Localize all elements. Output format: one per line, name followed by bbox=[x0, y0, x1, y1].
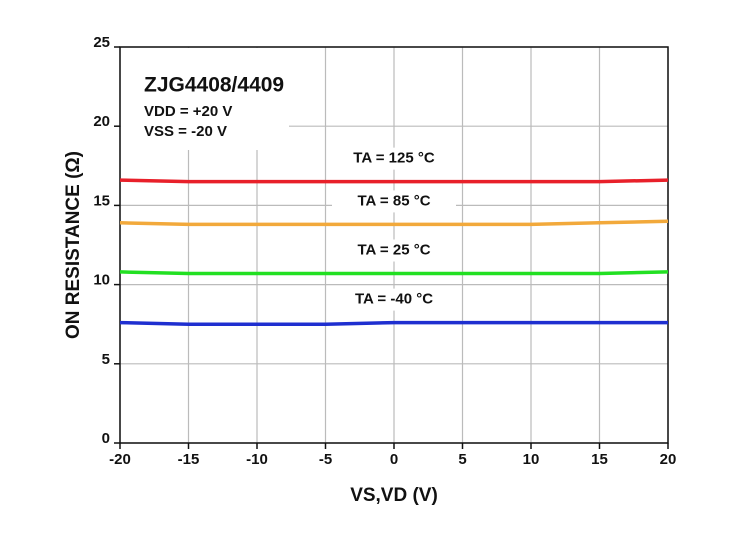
y-tick-label: 5 bbox=[102, 351, 110, 368]
y-tick-label: 25 bbox=[93, 34, 110, 51]
series-label: TA = 125 °C bbox=[353, 150, 435, 167]
y-tick-label: 15 bbox=[93, 192, 110, 209]
annotation: VSS = -20 V bbox=[144, 123, 227, 140]
x-tick-label: -15 bbox=[178, 451, 200, 468]
plot-frame bbox=[119, 46, 669, 444]
x-tick-label: 20 bbox=[660, 451, 677, 468]
series-line bbox=[119, 178, 669, 184]
x-tick-label: 10 bbox=[523, 451, 540, 468]
series-label: TA = -40 °C bbox=[355, 291, 433, 308]
x-tick-label: -20 bbox=[109, 451, 131, 468]
y-axis-label: ON RESISTANCE (Ω) bbox=[63, 151, 84, 339]
label-background bbox=[332, 239, 456, 262]
x-tick-label: 15 bbox=[591, 451, 608, 468]
x-tick-label: -5 bbox=[319, 451, 332, 468]
y-tick-label: 0 bbox=[102, 430, 110, 447]
label-background bbox=[332, 190, 456, 213]
annotation: VDD = +20 V bbox=[144, 103, 232, 120]
series-label: TA = 25 °C bbox=[357, 241, 430, 258]
series-line bbox=[119, 219, 669, 227]
y-tick-label: 20 bbox=[93, 113, 110, 130]
label-background bbox=[332, 147, 456, 170]
x-tick-label: 5 bbox=[458, 451, 466, 468]
y-tick-label: 10 bbox=[93, 272, 110, 289]
annotation-box bbox=[121, 48, 289, 150]
x-tick-label: 0 bbox=[390, 451, 398, 468]
series-line bbox=[119, 320, 668, 326]
chart-title: ZJG4408/4409 bbox=[144, 74, 284, 97]
x-axis-label: VS,VD (V) bbox=[350, 485, 438, 506]
series-label: TA = 85 °C bbox=[357, 192, 430, 209]
label-background bbox=[332, 288, 456, 311]
x-tick-label: -10 bbox=[246, 451, 268, 468]
series-line bbox=[119, 270, 669, 276]
